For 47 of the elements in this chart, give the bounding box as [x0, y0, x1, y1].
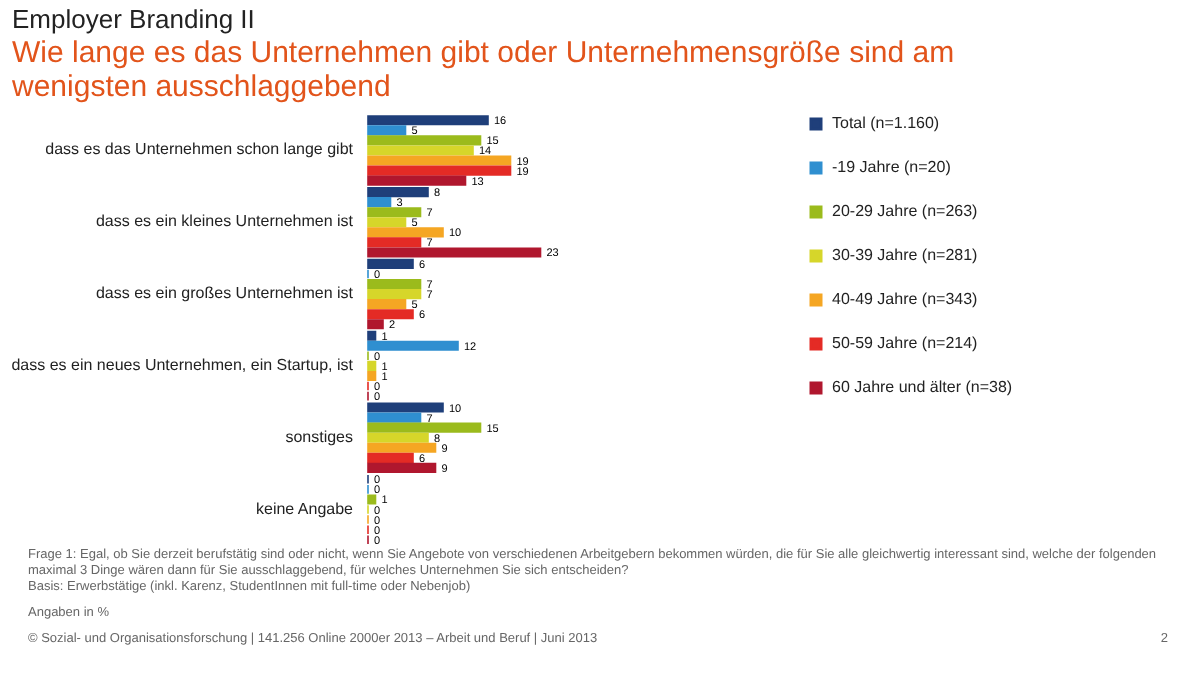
bar	[367, 452, 414, 463]
legend-label: 60 Jahre und älter (n=38)	[832, 378, 1013, 396]
bar	[367, 227, 444, 238]
bar	[367, 370, 377, 382]
bar	[367, 360, 377, 371]
bar	[367, 402, 444, 413]
bar	[367, 197, 392, 208]
y-tick-label: dass es ein großes Unternehmen ist	[95, 284, 355, 303]
bar	[367, 330, 377, 341]
bar	[367, 217, 407, 228]
bar	[367, 258, 414, 269]
bar	[367, 175, 467, 186]
bar	[367, 165, 512, 176]
bar	[367, 207, 422, 218]
legend-label: Total (n=1.160)	[832, 114, 940, 132]
bar	[367, 422, 482, 433]
y-tick-label: keine Angabe	[256, 499, 355, 518]
legend-label: 40-49 Jahre (n=343)	[832, 290, 979, 308]
bar	[367, 319, 384, 330]
chart-subtitle: Wie lange es das Unternehmen gibt oder Unternehmensgröße sind am wenigsten ausschlaggebend	[12, 36, 957, 104]
bar	[367, 145, 474, 156]
bar	[367, 412, 422, 423]
y-tick-label: dass es ein kleines Unternehmen ist	[95, 212, 355, 231]
y-tick-label: dass es das Unternehmen schon lange gibt	[45, 140, 355, 159]
legend-label: 20-29 Jahre (n=263)	[832, 202, 979, 220]
text: Employer Branding II	[12, 4, 255, 34]
bar	[367, 289, 422, 300]
bar	[367, 247, 542, 258]
y-tick-label: dass es ein neues Unternehmen, ein Startup, ist	[11, 355, 355, 374]
bar	[367, 115, 489, 126]
bar	[367, 237, 422, 248]
bar	[367, 135, 482, 146]
bar	[367, 432, 429, 443]
legend-label: -19 Jahre (n=20)	[832, 158, 952, 176]
bar	[367, 462, 437, 473]
bar	[367, 155, 512, 166]
bar	[367, 309, 414, 320]
y-tick-label: sonstiges	[285, 427, 353, 446]
bar	[367, 494, 377, 505]
bar	[367, 278, 422, 290]
bar	[367, 187, 429, 198]
legend-label: 50-59 Jahre (n=214)	[832, 334, 979, 352]
legend-label: 30-39 Jahre (n=281)	[832, 246, 979, 264]
bar	[367, 442, 437, 453]
bar	[367, 299, 407, 310]
bar	[367, 125, 407, 136]
bar	[367, 340, 459, 351]
